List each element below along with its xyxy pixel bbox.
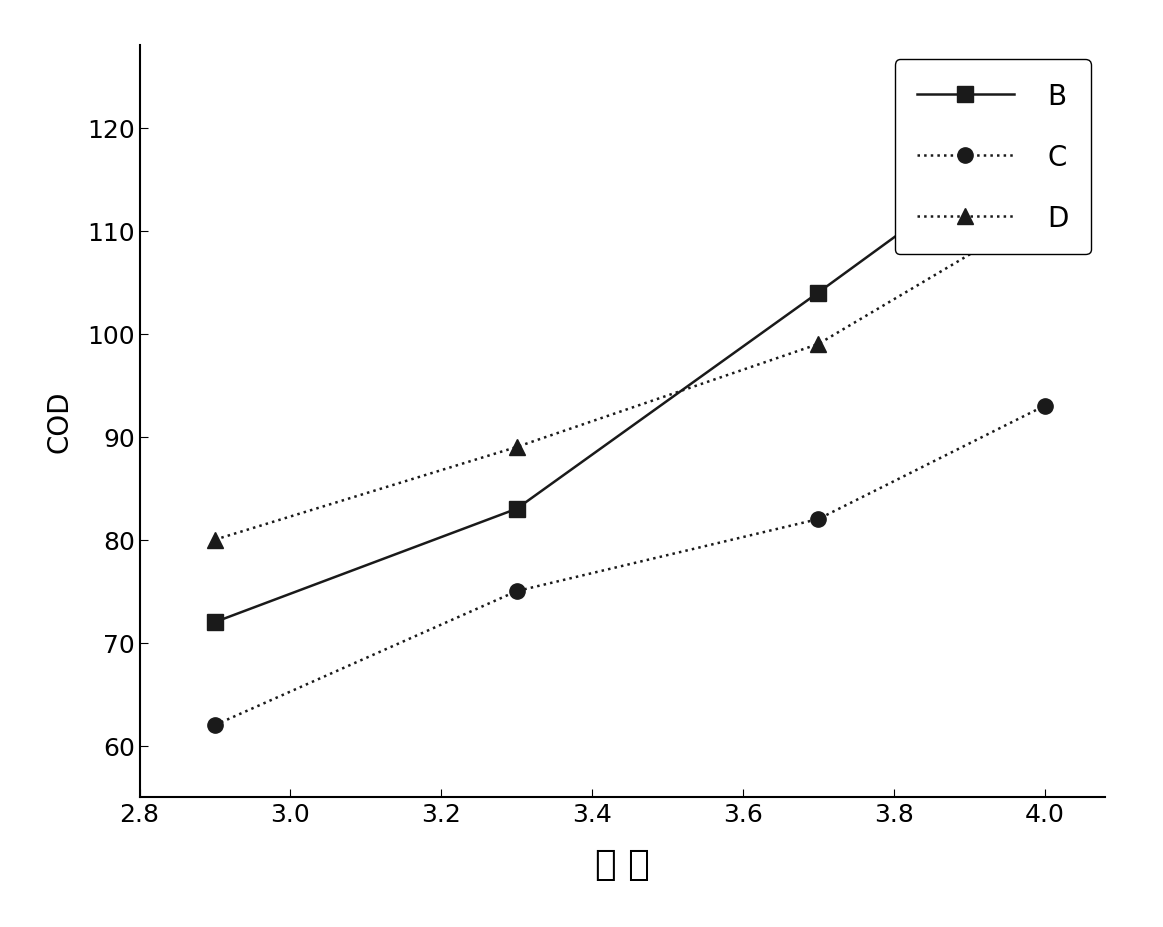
- C: [1037, 400, 1051, 412]
- Legend: B, C, D: B, C, D: [894, 60, 1091, 255]
- D: [208, 535, 222, 546]
- Y-axis label: COD: COD: [45, 390, 73, 453]
- X-axis label: 空 速: 空 速: [594, 847, 650, 881]
- Line: C: C: [207, 399, 1053, 733]
- C: [208, 719, 222, 730]
- B: [208, 616, 222, 628]
- Line: D: D: [207, 203, 1053, 548]
- C: [509, 586, 523, 597]
- B: [1037, 123, 1051, 134]
- B: [812, 287, 826, 298]
- C: [812, 514, 826, 525]
- D: [509, 442, 523, 453]
- B: [509, 503, 523, 514]
- D: [1037, 206, 1051, 217]
- D: [812, 339, 826, 350]
- Line: B: B: [207, 121, 1053, 630]
